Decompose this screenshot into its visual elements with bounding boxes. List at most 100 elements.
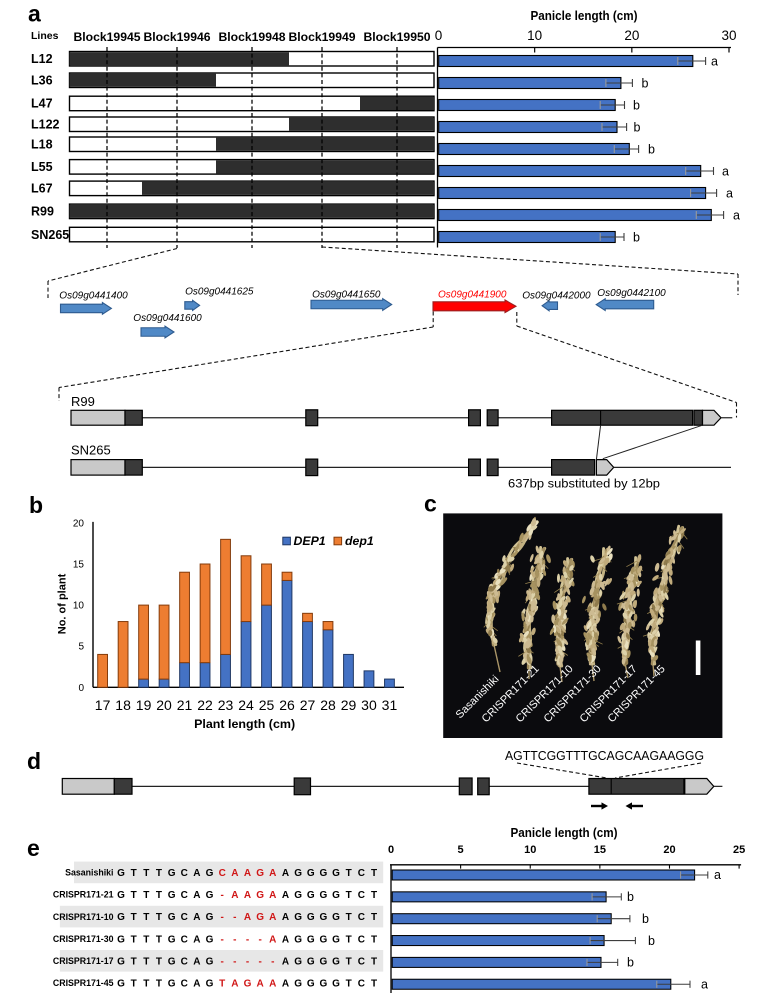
svg-text:18: 18 bbox=[115, 697, 131, 713]
svg-text:17: 17 bbox=[95, 697, 111, 713]
svg-text:T: T bbox=[346, 912, 352, 923]
svg-text:A: A bbox=[269, 979, 276, 990]
svg-text:0: 0 bbox=[78, 683, 84, 694]
svg-text:C: C bbox=[181, 956, 188, 967]
svg-text:T: T bbox=[371, 934, 377, 945]
svg-text:L36: L36 bbox=[31, 74, 53, 88]
svg-text:G: G bbox=[332, 979, 340, 990]
svg-text:C: C bbox=[358, 934, 365, 945]
svg-text:a: a bbox=[733, 209, 740, 223]
svg-text:G: G bbox=[117, 868, 125, 879]
svg-text:T: T bbox=[156, 956, 162, 967]
svg-text:A: A bbox=[282, 979, 289, 990]
svg-text:A: A bbox=[231, 979, 238, 990]
svg-text:A: A bbox=[231, 890, 238, 901]
svg-text:T: T bbox=[143, 912, 149, 923]
svg-text:G: G bbox=[294, 868, 302, 879]
svg-text:b: b bbox=[627, 956, 634, 970]
svg-text:R99: R99 bbox=[71, 394, 95, 409]
svg-text:G: G bbox=[332, 956, 340, 967]
svg-text:A: A bbox=[269, 890, 276, 901]
svg-text:T: T bbox=[131, 912, 137, 923]
svg-text:29: 29 bbox=[341, 697, 357, 713]
svg-text:A: A bbox=[231, 868, 238, 879]
svg-text:T: T bbox=[346, 868, 352, 879]
svg-text:G: G bbox=[117, 934, 125, 945]
svg-text:21: 21 bbox=[177, 697, 193, 713]
svg-text:Panicle length (cm): Panicle length (cm) bbox=[531, 8, 638, 23]
svg-text:30: 30 bbox=[361, 697, 377, 713]
svg-text:G: G bbox=[256, 912, 264, 923]
svg-text:-: - bbox=[221, 912, 224, 923]
svg-text:CRISPR171-30: CRISPR171-30 bbox=[53, 934, 114, 944]
svg-text:T: T bbox=[131, 890, 137, 901]
svg-text:G: G bbox=[320, 868, 328, 879]
svg-text:Os09g0441650: Os09g0441650 bbox=[312, 290, 381, 301]
svg-text:T: T bbox=[131, 956, 137, 967]
svg-text:22: 22 bbox=[197, 697, 213, 713]
svg-text:20: 20 bbox=[73, 518, 85, 529]
svg-text:G: G bbox=[244, 979, 252, 990]
svg-text:a: a bbox=[726, 187, 733, 201]
svg-text:A: A bbox=[193, 979, 200, 990]
svg-text:G: G bbox=[117, 956, 125, 967]
svg-text:A: A bbox=[193, 934, 200, 945]
svg-text:A: A bbox=[193, 912, 200, 923]
svg-text:C: C bbox=[358, 979, 365, 990]
svg-text:b: b bbox=[634, 121, 641, 135]
svg-text:b: b bbox=[648, 934, 655, 948]
svg-text:L67: L67 bbox=[31, 182, 53, 196]
svg-text:25: 25 bbox=[259, 697, 275, 713]
svg-text:T: T bbox=[156, 868, 162, 879]
svg-text:G: G bbox=[307, 956, 315, 967]
svg-text:G: G bbox=[168, 868, 176, 879]
svg-text:T: T bbox=[371, 956, 377, 967]
svg-text:G: G bbox=[307, 979, 315, 990]
svg-text:b: b bbox=[633, 99, 640, 113]
svg-text:-: - bbox=[246, 956, 249, 967]
svg-text:G: G bbox=[320, 979, 328, 990]
svg-text:T: T bbox=[131, 868, 137, 879]
svg-text:Plant length (cm): Plant length (cm) bbox=[194, 717, 295, 731]
svg-text:b: b bbox=[633, 231, 640, 245]
svg-text:T: T bbox=[131, 934, 137, 945]
svg-text:b: b bbox=[642, 912, 649, 926]
svg-text:5: 5 bbox=[78, 642, 84, 653]
svg-text:T: T bbox=[156, 979, 162, 990]
svg-text:G: G bbox=[307, 890, 315, 901]
svg-text:C: C bbox=[358, 868, 365, 879]
svg-text:G: G bbox=[332, 934, 340, 945]
svg-text:a: a bbox=[711, 55, 718, 69]
svg-text:28: 28 bbox=[320, 697, 336, 713]
svg-text:-: - bbox=[246, 934, 249, 945]
svg-text:10: 10 bbox=[524, 844, 536, 856]
svg-text:c: c bbox=[424, 491, 437, 517]
svg-text:L122: L122 bbox=[31, 118, 60, 132]
svg-text:No. of plant: No. of plant bbox=[57, 573, 69, 634]
svg-text:G: G bbox=[168, 956, 176, 967]
svg-text:AGTTCGGTTTGCAGCAAGAAGGG: AGTTCGGTTTGCAGCAAGAAGGG bbox=[505, 749, 704, 763]
svg-text:C: C bbox=[358, 956, 365, 967]
svg-text:L18: L18 bbox=[31, 138, 53, 152]
svg-text:-: - bbox=[258, 934, 261, 945]
svg-text:A: A bbox=[282, 956, 289, 967]
svg-text:A: A bbox=[257, 979, 264, 990]
svg-text:A: A bbox=[282, 934, 289, 945]
svg-text:G: G bbox=[168, 979, 176, 990]
svg-text:G: G bbox=[206, 979, 214, 990]
svg-text:C: C bbox=[181, 934, 188, 945]
svg-text:Os09g0441900: Os09g0441900 bbox=[438, 290, 507, 301]
svg-text:G: G bbox=[294, 912, 302, 923]
svg-text:G: G bbox=[307, 934, 315, 945]
svg-text:C: C bbox=[358, 890, 365, 901]
svg-text:T: T bbox=[346, 890, 352, 901]
svg-text:G: G bbox=[332, 890, 340, 901]
svg-text:C: C bbox=[181, 979, 188, 990]
svg-text:A: A bbox=[282, 890, 289, 901]
svg-text:T: T bbox=[371, 868, 377, 879]
svg-text:Os09g0441400: Os09g0441400 bbox=[59, 291, 128, 302]
svg-text:-: - bbox=[233, 956, 236, 967]
svg-text:SN265: SN265 bbox=[71, 443, 111, 458]
svg-text:Block19945: Block19945 bbox=[73, 30, 140, 44]
svg-text:-: - bbox=[258, 956, 261, 967]
